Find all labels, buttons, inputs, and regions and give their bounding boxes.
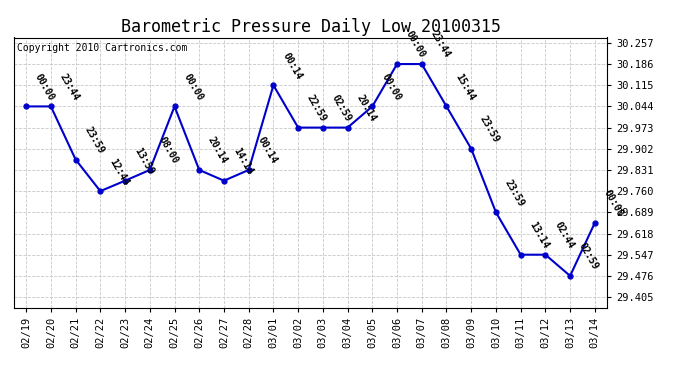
Text: 00:14: 00:14 [280, 51, 304, 81]
Text: 02:59: 02:59 [577, 241, 600, 272]
Text: 00:14: 00:14 [255, 135, 279, 166]
Text: 00:00: 00:00 [602, 188, 625, 219]
Text: 08:00: 08:00 [157, 135, 180, 166]
Text: 14:14: 14:14 [231, 146, 254, 177]
Text: 13:14: 13:14 [528, 220, 551, 251]
Text: 23:44: 23:44 [58, 72, 81, 102]
Text: 20:14: 20:14 [206, 135, 230, 166]
Text: 23:59: 23:59 [83, 125, 106, 155]
Text: 02:59: 02:59 [330, 93, 353, 123]
Text: Copyright 2010 Cartronics.com: Copyright 2010 Cartronics.com [17, 43, 187, 53]
Text: 15:44: 15:44 [453, 72, 477, 102]
Text: 20:14: 20:14 [355, 93, 378, 123]
Text: 00:00: 00:00 [404, 30, 427, 60]
Title: Barometric Pressure Daily Low 20100315: Barometric Pressure Daily Low 20100315 [121, 18, 500, 36]
Text: 00:00: 00:00 [380, 72, 402, 102]
Text: 23:59: 23:59 [478, 114, 502, 145]
Text: 23:59: 23:59 [503, 178, 526, 208]
Text: 23:44: 23:44 [428, 30, 452, 60]
Text: 00:00: 00:00 [181, 72, 205, 102]
Text: 13:59: 13:59 [132, 146, 155, 177]
Text: 00:00: 00:00 [33, 72, 57, 102]
Text: 12:44: 12:44 [107, 156, 130, 187]
Text: 02:44: 02:44 [552, 220, 575, 251]
Text: 22:59: 22:59 [305, 93, 328, 123]
